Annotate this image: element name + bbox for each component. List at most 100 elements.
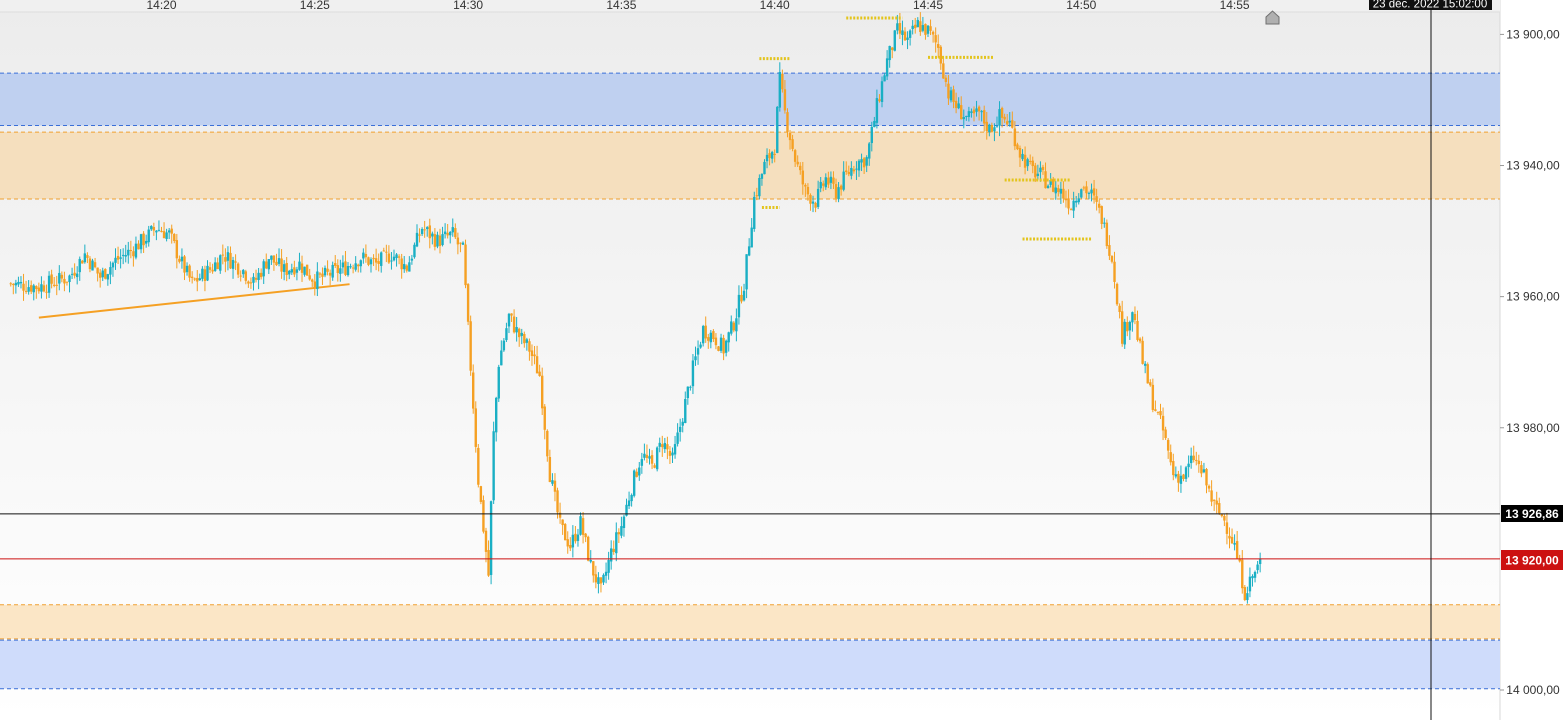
candle-body — [625, 504, 628, 516]
candle — [732, 321, 736, 333]
candle — [952, 85, 955, 109]
candle — [1192, 445, 1195, 463]
candle — [512, 309, 516, 334]
candle — [116, 246, 120, 265]
candle-body — [543, 406, 546, 430]
candle — [931, 30, 935, 43]
time-tick-label: 14:40 — [760, 0, 790, 12]
candle-body — [773, 153, 776, 155]
candle — [796, 155, 799, 167]
candle — [461, 241, 465, 245]
candle-body — [809, 194, 812, 204]
candle — [523, 331, 526, 348]
candle-body — [1210, 490, 1213, 502]
candle — [535, 345, 539, 374]
candle — [811, 195, 815, 213]
candle — [1085, 181, 1088, 200]
candle — [114, 248, 117, 270]
candle-body — [288, 270, 291, 275]
candle-body — [908, 30, 912, 38]
candle — [275, 253, 278, 266]
candle-body — [745, 254, 748, 290]
candle — [277, 248, 281, 267]
candle — [546, 429, 549, 462]
level-price-badge: 13 920,00 — [1501, 550, 1563, 570]
candle-body — [188, 265, 191, 278]
candle — [328, 269, 332, 286]
candle — [548, 449, 552, 483]
candle-body — [387, 253, 391, 263]
candle-body — [446, 232, 449, 236]
candle-body — [929, 26, 932, 31]
candle — [472, 364, 475, 414]
candle-body — [144, 240, 148, 244]
candle — [318, 272, 322, 278]
candle-body — [1095, 196, 1098, 202]
candle-body — [426, 227, 429, 230]
candle-body — [316, 271, 319, 290]
candle — [173, 233, 176, 244]
candle — [1023, 146, 1027, 175]
candle-body — [880, 81, 884, 102]
candle — [1051, 176, 1055, 193]
candle — [855, 161, 858, 181]
candle-body — [500, 350, 503, 366]
candle — [594, 565, 598, 589]
candle-body — [727, 332, 730, 343]
candle-body — [1251, 576, 1254, 579]
candle-body — [1003, 116, 1006, 120]
candle — [990, 122, 994, 133]
candle — [926, 25, 930, 37]
candle-body — [939, 46, 942, 64]
candle-body — [1233, 542, 1236, 545]
candle — [599, 577, 603, 593]
candle — [441, 226, 444, 247]
candle-body — [842, 171, 845, 190]
candle — [37, 282, 41, 294]
candle-body — [441, 234, 444, 246]
candle-body — [180, 256, 184, 262]
candle — [799, 162, 802, 175]
candle-body — [995, 126, 999, 128]
home-icon[interactable] — [1265, 10, 1280, 25]
candle — [1212, 499, 1216, 511]
candle-body — [236, 263, 240, 275]
candle — [617, 528, 621, 544]
candle-body — [1067, 198, 1070, 209]
candle — [1215, 491, 1218, 514]
candle — [563, 522, 567, 541]
candle-body — [456, 237, 460, 245]
candle — [305, 264, 309, 276]
candle — [822, 180, 825, 192]
candle — [908, 29, 912, 46]
candle — [14, 279, 18, 294]
candle-body — [219, 255, 222, 271]
candle-body — [990, 124, 994, 132]
candle — [589, 550, 592, 564]
home-icon-shape[interactable] — [1265, 10, 1280, 25]
candle — [265, 253, 268, 270]
candle-body — [870, 126, 873, 144]
candle — [211, 263, 214, 274]
candle-body — [1238, 559, 1241, 562]
candle-body — [1018, 147, 1022, 158]
lower-blue-zone — [0, 640, 1500, 689]
candle-body — [515, 327, 518, 333]
candle-body — [331, 264, 334, 278]
candle — [372, 254, 375, 267]
candle-body — [1120, 311, 1124, 344]
candle-body — [497, 366, 500, 399]
candle-body — [906, 37, 909, 40]
candle-body — [132, 251, 135, 257]
candle-body — [1228, 535, 1231, 539]
candle — [492, 421, 495, 505]
candle-body — [106, 274, 110, 280]
candle — [627, 491, 631, 509]
candle-body — [104, 269, 107, 279]
candle-body — [847, 171, 850, 175]
candle-body — [1187, 463, 1190, 468]
candle — [842, 161, 845, 192]
candle — [576, 528, 580, 547]
candle-body — [1026, 159, 1029, 167]
